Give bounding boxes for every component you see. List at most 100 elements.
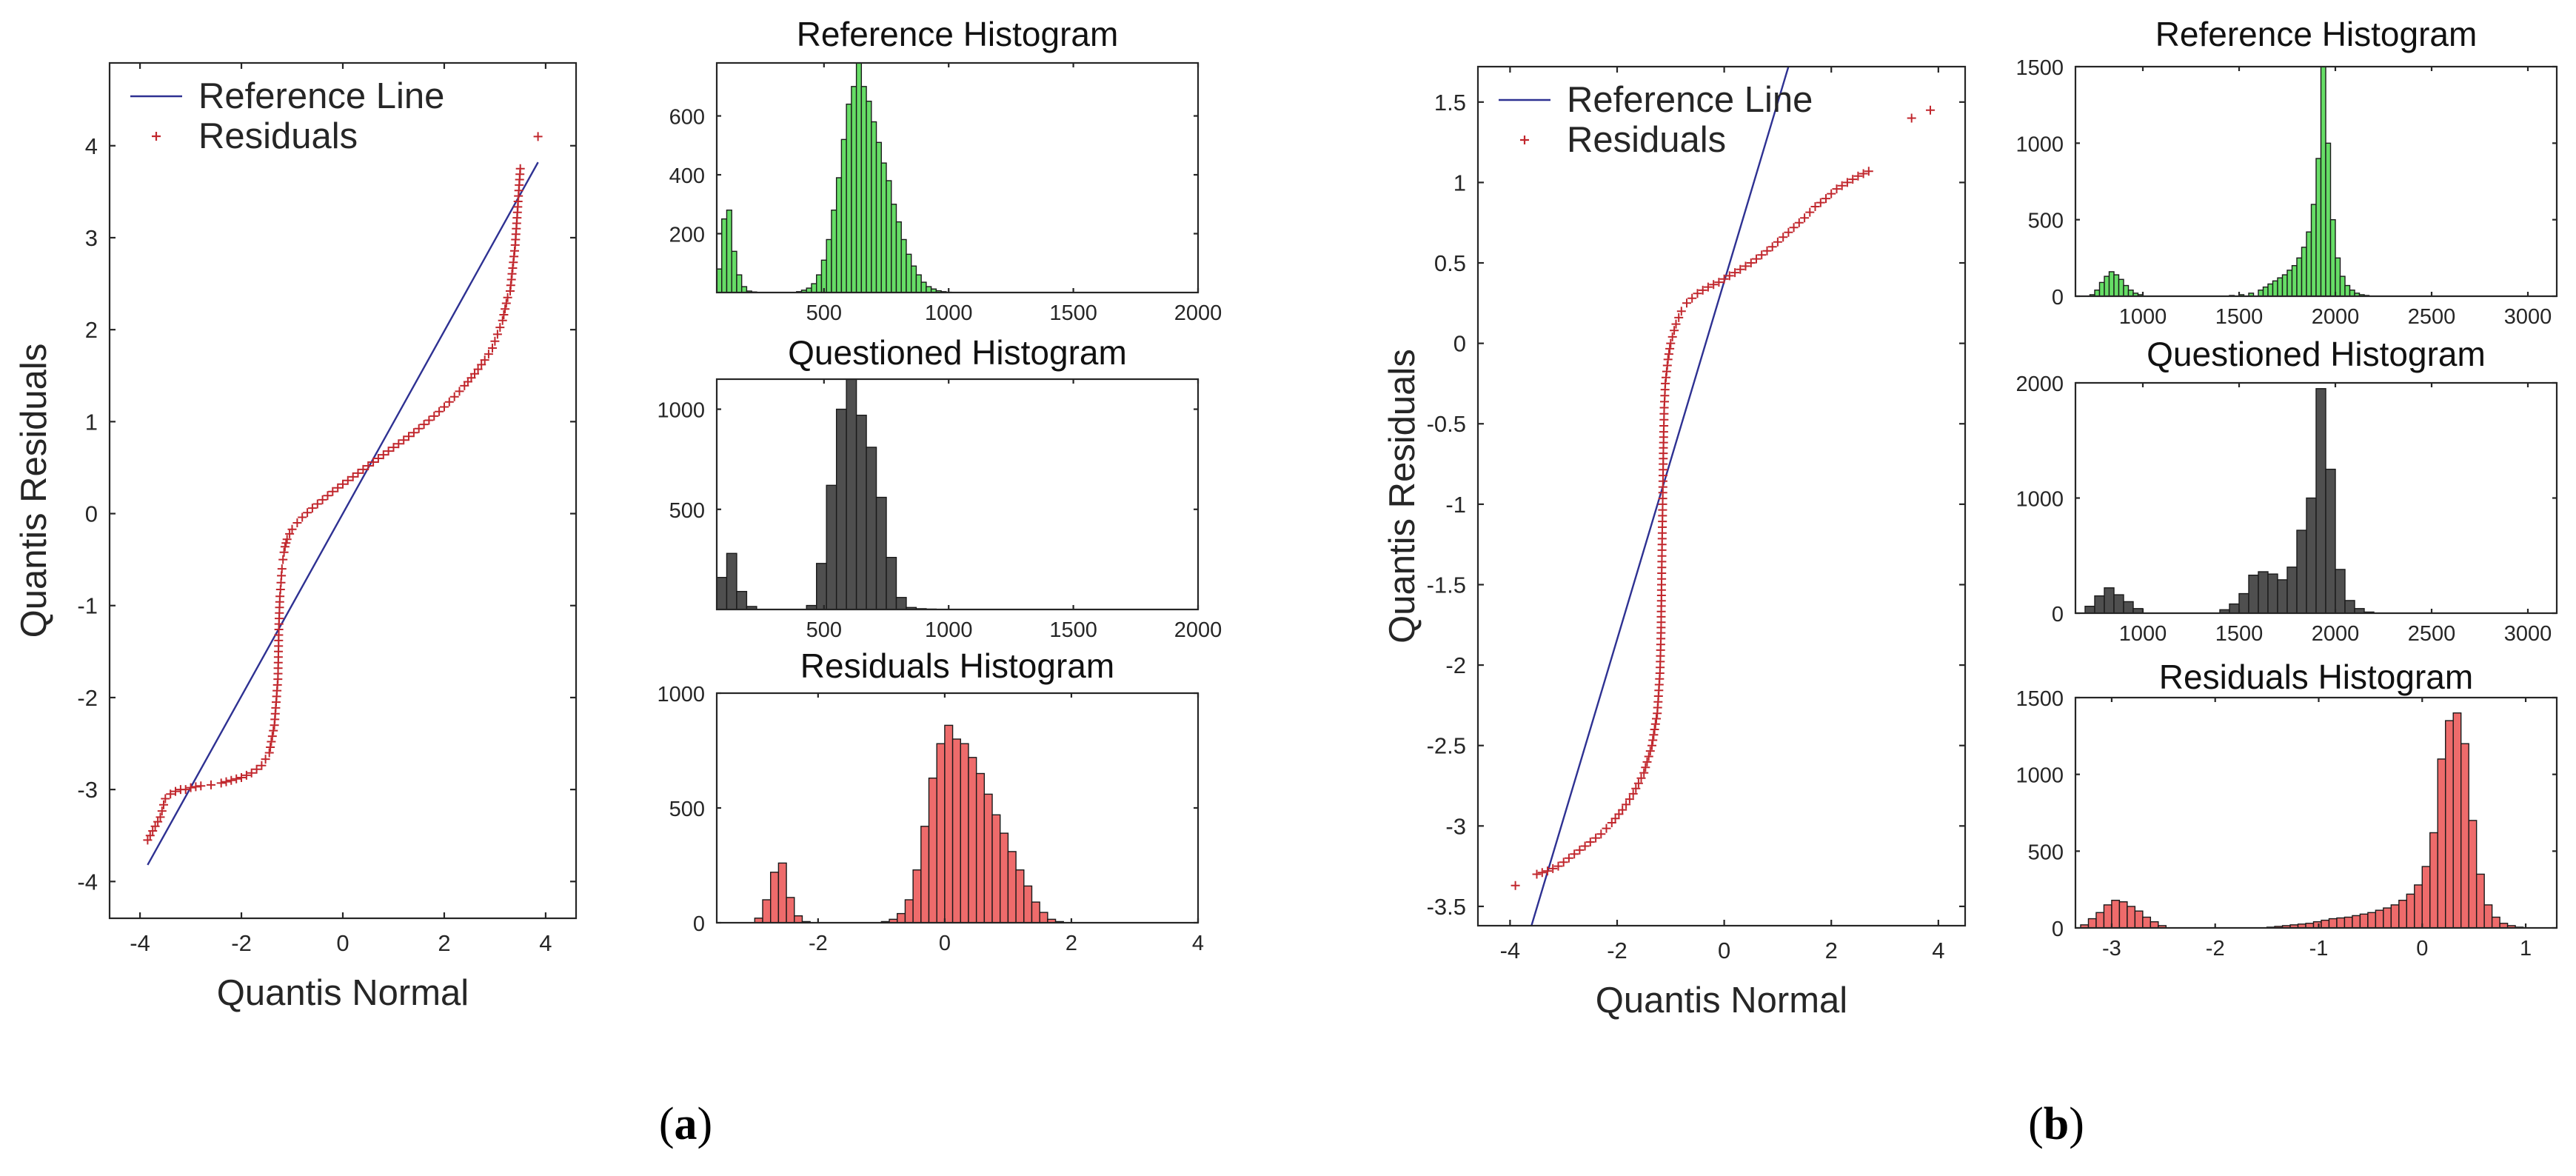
residual-point [1736,264,1745,274]
residual-point [503,293,512,302]
residual-point [1767,242,1777,252]
hist-bar [895,597,907,609]
hist-bar [951,738,961,923]
hist-bar [736,274,743,293]
residual-point [145,831,155,841]
hist-bar [855,63,863,293]
hist-bar [2267,283,2274,296]
residual-point [501,298,511,308]
residual-point [1832,184,1841,194]
residual-point [1671,319,1681,329]
hist-bar [2134,910,2144,928]
residual-point [328,487,338,496]
chart-b-res-hist: Residuals Histogram -3 -2 -1 0 1 0 500 1000 1500 [2015,658,2558,960]
hist-bar [746,606,757,609]
y-tick-label: 1500 [2015,56,2064,80]
hist-bar [835,408,847,609]
residual-point [1580,841,1590,851]
residual-point [247,768,256,778]
hist-bar [2103,904,2112,928]
hist-bar [851,86,857,293]
residual-point [269,726,278,735]
data-marks [2089,67,2370,296]
hist-bar [2229,603,2240,613]
residual-point [1779,233,1788,242]
hist-bar [2296,529,2307,613]
y-tick-label: -3.5 [1427,894,1466,920]
y-tick-label: 400 [669,164,705,188]
hist-bar [2354,608,2365,613]
x-tick-label: -2 [2206,937,2225,960]
x-tick-label: -4 [1500,938,1521,963]
x-tick-label: 2500 [2408,305,2456,329]
hist-bar [2325,468,2336,613]
hist-bar [1039,912,1048,923]
residual-point [237,773,246,782]
hist-bar [2296,257,2303,296]
x-tick-label: 4 [1932,938,1944,963]
hist-bar [816,274,823,293]
residual-point [515,164,525,173]
x-tick-label: 0 [939,932,951,955]
residual-point [455,387,464,396]
hist-bar [860,86,867,293]
x-tick-label: 2500 [2408,622,2456,646]
residual-point [1667,332,1677,341]
residual-point [227,775,236,785]
hist-bar [895,221,902,293]
x-tick-label: 500 [806,301,842,325]
hist-bar [880,162,887,293]
residual-point [1644,752,1653,761]
x-tick-label: 1500 [2215,622,2264,646]
residual-point [171,786,180,796]
hist-bar [2286,270,2293,296]
residual-point [1746,258,1756,267]
residual-point [1693,289,1702,298]
residual-point [404,432,413,441]
residual-point [287,524,297,534]
hist-bar [936,743,946,923]
residual-point [424,415,434,425]
panel-label-b: (b) [2028,1099,2084,1149]
residual-point [166,789,175,799]
hist-bar [2312,921,2322,928]
y-tick-label: 500 [2028,841,2064,864]
y-tick-label: 0 [2052,286,2064,310]
hist-bar [2344,284,2351,296]
y-tick-label: 500 [669,798,705,821]
x-tick-label: -2 [231,930,252,956]
hist-bar [2277,277,2284,296]
hist-bar [2118,901,2128,928]
hist-bar [2104,275,2110,296]
residual-point [1596,829,1606,839]
data-marks [2084,388,2375,613]
y-tick-label: 600 [669,106,705,130]
residual-point [1618,805,1627,815]
hist-bar [2367,912,2377,928]
residual-point [241,770,251,780]
residual-point [1709,280,1719,290]
residual-point [207,780,215,789]
residual-point [449,392,459,401]
residual-point [278,555,288,564]
x-tick-label: 1500 [1049,301,1097,325]
y-tick-label: -0.5 [1427,411,1466,437]
residual-point [323,491,332,501]
hist-bar [2095,912,2105,928]
hist-bar [2113,594,2124,613]
hist-bar [2344,916,2353,928]
residual-point [277,564,287,574]
residual-point [1674,313,1684,322]
y-tick-label: 2000 [2015,372,2064,396]
legend-entry-residuals: Residuals [1567,120,1726,160]
hist-bar [2158,925,2167,928]
x-axis-title: Quantis Normal [217,973,469,1013]
hist-bar [2491,916,2500,928]
data-marks [717,379,937,609]
residual-point [267,732,277,741]
axes-frame [2074,65,2558,298]
y-tick-label: 0 [1453,331,1466,357]
